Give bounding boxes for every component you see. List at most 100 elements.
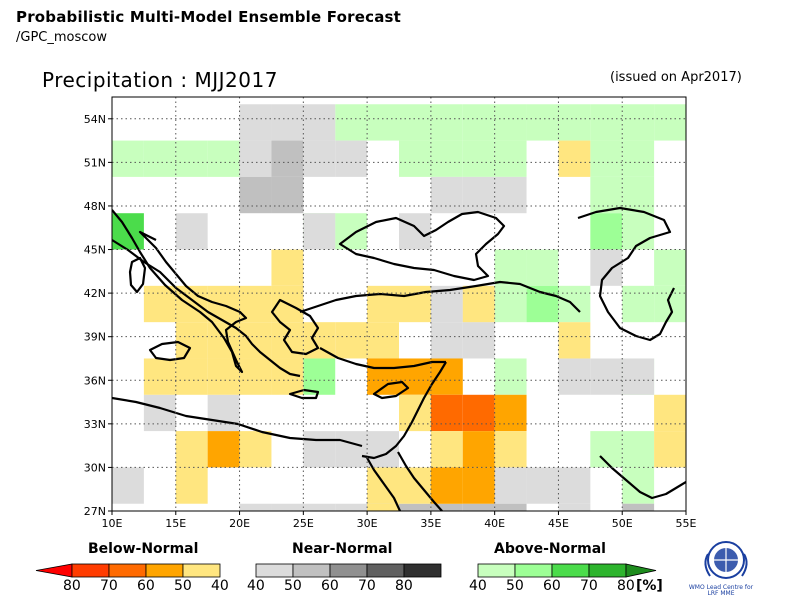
prob-cell-below-40 — [175, 467, 208, 504]
coast-italy — [112, 209, 248, 374]
legend-below-label: Below-Normal — [88, 541, 199, 557]
prob-cell-above-40 — [462, 104, 495, 141]
prob-cell-near-40 — [367, 431, 399, 468]
legend-near-swatch — [403, 563, 442, 578]
prob-cell-below-40 — [494, 431, 527, 468]
lat-label: 36N — [84, 374, 106, 387]
lat-label: 45N — [84, 244, 106, 257]
coast-sardinia — [128, 256, 147, 294]
prob-cell-near-40 — [430, 176, 463, 214]
prob-cell-near-40 — [558, 358, 591, 395]
legend-near-tick: 70 — [358, 578, 376, 594]
prob-cell-below-40 — [335, 322, 368, 359]
prob-cell-above-40 — [654, 249, 686, 286]
legend-below-tick: 40 — [211, 578, 229, 594]
prob-cell-below-40 — [367, 322, 399, 359]
prob-cell-above-40 — [494, 104, 527, 141]
prob-cell-below-40 — [143, 285, 176, 323]
prob-cell-above-40 — [494, 358, 527, 395]
prob-cell-near-40 — [207, 394, 240, 432]
lon-label: 55E — [676, 517, 697, 530]
prob-cell-near-40 — [303, 104, 336, 141]
legend-near-swatch — [292, 563, 331, 578]
legend-unit: [%] — [636, 578, 663, 594]
coast-turkey — [299, 280, 581, 314]
prob-cell-near-40 — [303, 503, 336, 511]
prob-cell-below-50 — [494, 394, 527, 432]
prob-cell-above-40 — [430, 140, 463, 177]
prob-cell-above-40 — [558, 104, 591, 141]
legend-above-tick: 70 — [580, 578, 598, 594]
lat-labels: 54N 51N 48N 45N 42N 39N 36N 33N 30N 27N — [84, 113, 106, 518]
prob-cell-above-40 — [494, 249, 527, 286]
prob-cell-near-40 — [175, 213, 208, 250]
prob-cell-below-40 — [271, 249, 304, 286]
prob-cell-near-40 — [462, 322, 495, 359]
prob-cell-above-40 — [494, 140, 527, 177]
prob-cell-below-60 — [462, 394, 495, 432]
legend-above-tick: 60 — [543, 578, 561, 594]
lat-label: 54N — [84, 113, 106, 126]
prob-cell-below-40 — [367, 503, 399, 511]
legend-near-swatch — [329, 563, 368, 578]
lon-label: 20E — [229, 517, 250, 530]
issued-date: (issued on Apr2017) — [610, 70, 742, 85]
legend-below-tick: 60 — [137, 578, 155, 594]
prob-cell-near-40 — [494, 467, 527, 504]
prob-cell-near-40 — [303, 140, 336, 177]
coast-cyprus — [372, 380, 410, 400]
lat-label: 39N — [84, 331, 106, 344]
coast-sinai — [365, 455, 401, 511]
legend-near-tick: 80 — [395, 578, 413, 594]
legend-above-swatch — [514, 563, 553, 578]
prob-cell-above-40 — [430, 104, 463, 141]
lat-label: 42N — [84, 287, 106, 300]
prob-cell-near-40 — [143, 394, 176, 432]
legend-near-label: Near-Normal — [292, 541, 393, 557]
prob-cell-above-40 — [622, 176, 655, 214]
prob-cell-near-40 — [590, 358, 623, 395]
header-subtitle: /GPC_moscow — [16, 30, 107, 45]
prob-cell-above-40 — [590, 176, 623, 214]
prob-cell-near-40 — [622, 358, 655, 395]
lon-label: 10E — [102, 517, 123, 530]
prob-cell-near-40 — [112, 467, 144, 504]
prob-cell-above-40 — [399, 140, 431, 177]
prob-cell-above-40 — [112, 140, 144, 177]
coast-crete — [288, 388, 320, 400]
coastlines — [112, 206, 686, 511]
prob-cell-below-50 — [207, 431, 240, 468]
prob-cell-near-40 — [303, 431, 336, 468]
coast-persian-gulf — [599, 455, 686, 500]
coast-red-sea — [397, 451, 443, 511]
prob-cell-below-40 — [175, 358, 208, 395]
prob-cell-above-40 — [622, 104, 655, 141]
prob-cell-below-40 — [239, 322, 272, 359]
lon-labels: 10E 15E 20E 25E 30E 35E 40E 45E 50E 55E — [102, 517, 697, 530]
prob-cell-above-40 — [622, 285, 655, 323]
prob-cell-near-40 — [590, 249, 623, 286]
header-title: Probabilistic Multi-Model Ensemble Forec… — [16, 8, 402, 26]
legend-near-swatch — [255, 563, 294, 578]
prob-cell-near-40 — [271, 503, 304, 511]
prob-cell-below-40 — [558, 322, 591, 359]
wmo-caption: WMO Lead Centre for LRF MME — [688, 584, 754, 597]
coast-greece — [270, 298, 320, 356]
prob-cell-below-50 — [462, 431, 495, 468]
legend-below-swatch — [145, 563, 184, 578]
legend-above-tick: 50 — [506, 578, 524, 594]
legend-below-tick: 50 — [174, 578, 192, 594]
legend-above-tick: 80 — [617, 578, 635, 594]
variable-title: Precipitation : MJJ2017 — [42, 68, 278, 92]
legend-below-swatch — [108, 563, 147, 578]
prob-cell-near-40 — [494, 176, 527, 214]
legend-above-swatch — [551, 563, 590, 578]
prob-cell-near-50 — [462, 503, 495, 511]
prob-cell-above-40 — [399, 104, 431, 141]
coast-levant — [361, 361, 447, 460]
prob-cell-near-40 — [526, 467, 559, 504]
lat-label: 30N — [84, 461, 106, 474]
prob-cell-near-40 — [462, 176, 495, 214]
prob-cell-near-40 — [430, 322, 463, 359]
lon-label: 45E — [548, 517, 569, 530]
